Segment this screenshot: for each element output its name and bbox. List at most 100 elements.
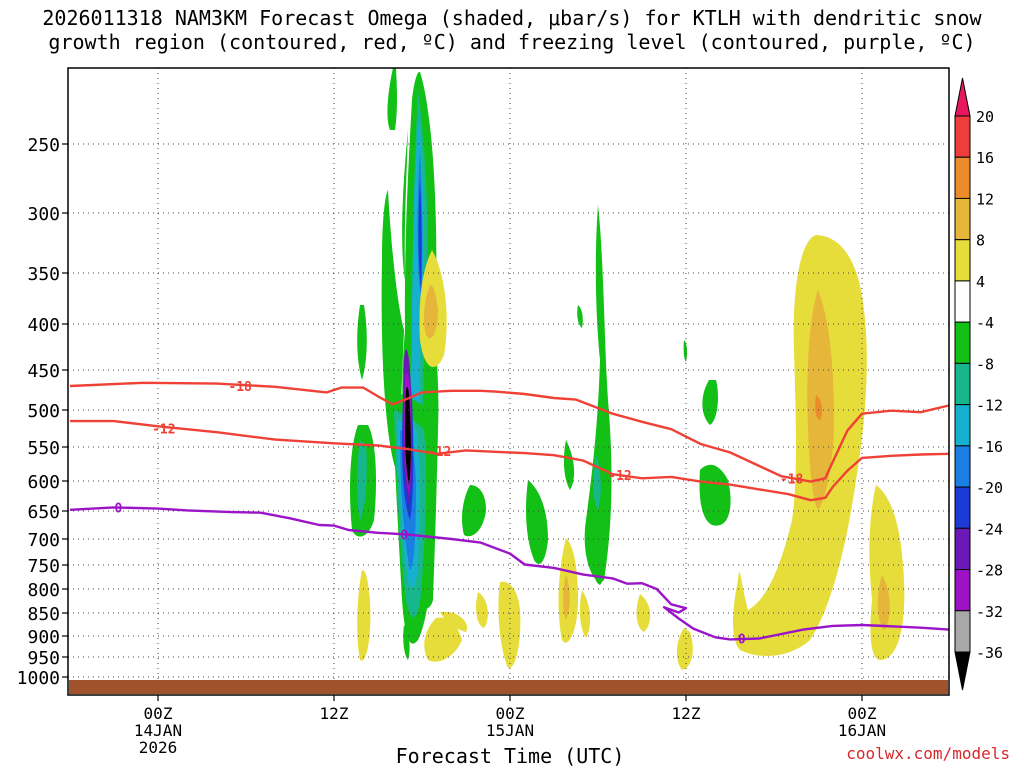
colorbar-segment bbox=[954, 280, 971, 323]
colorbar-label: -20 bbox=[976, 479, 1003, 497]
colorbar-label: 12 bbox=[976, 190, 994, 208]
gridlines bbox=[68, 68, 949, 695]
colorbar-segment bbox=[954, 486, 971, 529]
omega-shade bbox=[403, 625, 410, 660]
x-tick-label: 12Z bbox=[672, 704, 701, 723]
colorbar-label: -28 bbox=[976, 562, 1003, 580]
y-tick-label: 300 bbox=[27, 204, 60, 225]
x-tick-label: 00Z bbox=[848, 704, 877, 723]
omega-shade bbox=[676, 628, 693, 670]
colorbar-label: -32 bbox=[976, 603, 1003, 621]
x-tick-label: 00Z bbox=[144, 704, 173, 723]
y-tick-label: 800 bbox=[27, 580, 60, 601]
colorbar-segment bbox=[954, 115, 971, 158]
colorbar-segment bbox=[954, 651, 971, 691]
contour-label: -18 bbox=[228, 380, 252, 395]
y-tick-label: 700 bbox=[27, 530, 60, 551]
omega-shade bbox=[563, 575, 570, 620]
colorbar-segment bbox=[954, 156, 971, 199]
colorbar-label: 20 bbox=[976, 108, 994, 126]
omega-shade bbox=[733, 235, 867, 656]
contour-label: -12 bbox=[428, 445, 451, 460]
y-tick-label: 500 bbox=[27, 401, 60, 422]
contour-label: 0 bbox=[400, 529, 408, 544]
omega-shade bbox=[877, 575, 890, 630]
contour-labels: -18 -18 -12 -12 -12 0 0 0 bbox=[114, 380, 804, 648]
ground-terrain bbox=[69, 680, 948, 694]
y-tick-label: 950 bbox=[27, 648, 60, 669]
x-tick-label: 00Z bbox=[496, 704, 525, 723]
colorbar-label: -36 bbox=[976, 644, 1003, 662]
omega-shade bbox=[699, 464, 731, 526]
colorbar-segment bbox=[954, 569, 971, 612]
omega-shade bbox=[423, 285, 438, 339]
colorbar-label: -12 bbox=[976, 397, 1003, 415]
omega-shade bbox=[563, 440, 575, 490]
colorbar: 20 16 12 8 4 -4 -8 -12 -16 -20 -24 -28 -32 -36 bbox=[954, 77, 1003, 691]
omega-shade bbox=[405, 386, 411, 485]
omega-shade bbox=[424, 617, 462, 662]
contour-label: 0 bbox=[738, 633, 746, 648]
contour-label: -18 bbox=[780, 472, 804, 487]
omega-shade bbox=[357, 440, 367, 520]
colorbar-segment bbox=[954, 321, 971, 364]
colorbar-segment bbox=[954, 77, 971, 117]
colorbar-label: -24 bbox=[976, 520, 1003, 538]
colorbar-segment bbox=[954, 445, 971, 488]
y-tick-label: 850 bbox=[27, 604, 60, 625]
colorbar-label: 8 bbox=[976, 232, 985, 250]
omega-shade bbox=[683, 340, 688, 362]
omega-shade bbox=[357, 570, 371, 661]
colorbar-label: 16 bbox=[976, 149, 994, 167]
colorbar-label: 4 bbox=[976, 273, 985, 291]
y-tick-label: 900 bbox=[27, 627, 60, 648]
colorbar-segment bbox=[954, 404, 971, 447]
omega-shade bbox=[807, 290, 834, 510]
contour-label: -12 bbox=[152, 423, 175, 438]
omega-shade bbox=[593, 560, 604, 585]
contour-label: 0 bbox=[114, 501, 122, 516]
x-tick-label: 15JAN bbox=[486, 721, 534, 740]
omega-shade bbox=[579, 590, 591, 638]
omega-shade bbox=[584, 205, 612, 582]
x-tick-label: 14JAN bbox=[134, 721, 182, 740]
contour-label: -12 bbox=[608, 469, 631, 484]
y-tick-label: 650 bbox=[27, 502, 60, 523]
omega-shade bbox=[387, 68, 397, 130]
x-tick-label: 2026 bbox=[139, 738, 178, 757]
omega-shade bbox=[357, 305, 367, 380]
y-tick-label: 350 bbox=[27, 264, 60, 285]
omega-shade bbox=[498, 581, 521, 669]
omega-shade bbox=[526, 480, 548, 564]
plot-frame bbox=[67, 67, 950, 696]
colorbar-segment bbox=[954, 197, 971, 241]
colorbar-label: -8 bbox=[976, 355, 994, 373]
colorbar-segment bbox=[954, 610, 971, 653]
omega-shade bbox=[869, 485, 905, 660]
omega-shading bbox=[350, 68, 905, 670]
y-tick-label: 1000 bbox=[17, 668, 60, 689]
y-tick-label: 600 bbox=[27, 472, 60, 493]
omega-shade bbox=[577, 305, 583, 328]
credit-link[interactable]: coolwx.com/models bbox=[846, 744, 1010, 763]
freezing-level-contour bbox=[69, 506, 949, 641]
omega-shade bbox=[815, 395, 823, 420]
chart-title-line-2: growth region (contoured, red, ºC) and f… bbox=[48, 30, 976, 54]
omega-shade bbox=[440, 612, 468, 632]
y-tick-label: 750 bbox=[27, 556, 60, 577]
x-tick-label: 16JAN bbox=[838, 721, 886, 740]
omega-shade bbox=[476, 592, 488, 628]
contour-lines bbox=[69, 381, 949, 641]
colorbar-segment bbox=[954, 527, 971, 571]
colorbar-segment bbox=[954, 239, 971, 282]
chart-title-line-1: 2026011318 NAM3KM Forecast Omega (shaded… bbox=[42, 6, 982, 30]
dendritic-top-contour bbox=[69, 381, 949, 483]
omega-shade bbox=[702, 380, 718, 425]
dendritic-bottom-contour bbox=[70, 419, 949, 502]
y-tick-label: 450 bbox=[27, 361, 60, 382]
omega-shade bbox=[402, 130, 408, 280]
x-axis-title: Forecast Time (UTC) bbox=[395, 744, 625, 768]
y-tick-label: 550 bbox=[27, 438, 60, 459]
